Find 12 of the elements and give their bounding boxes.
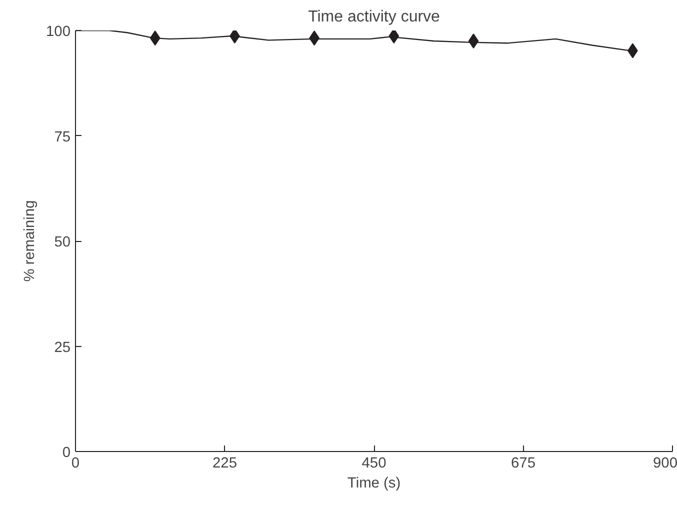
y-tick-label: 50 <box>54 234 71 250</box>
chart-title: Time activity curve <box>308 8 440 26</box>
x-tick-label: 675 <box>511 456 536 472</box>
x-axis-title: Time (s) <box>347 476 401 492</box>
y-tick-label: 75 <box>54 129 71 146</box>
x-tick-label: 225 <box>212 456 237 472</box>
x-tick-label: 900 <box>653 456 677 472</box>
y-tick-label: 25 <box>54 340 71 356</box>
y-tick-label: 0 <box>62 445 71 461</box>
x-tick-label: 450 <box>362 456 386 472</box>
y-axis-title: % remaining <box>22 200 38 282</box>
y-tick-label: 100 <box>46 24 71 40</box>
